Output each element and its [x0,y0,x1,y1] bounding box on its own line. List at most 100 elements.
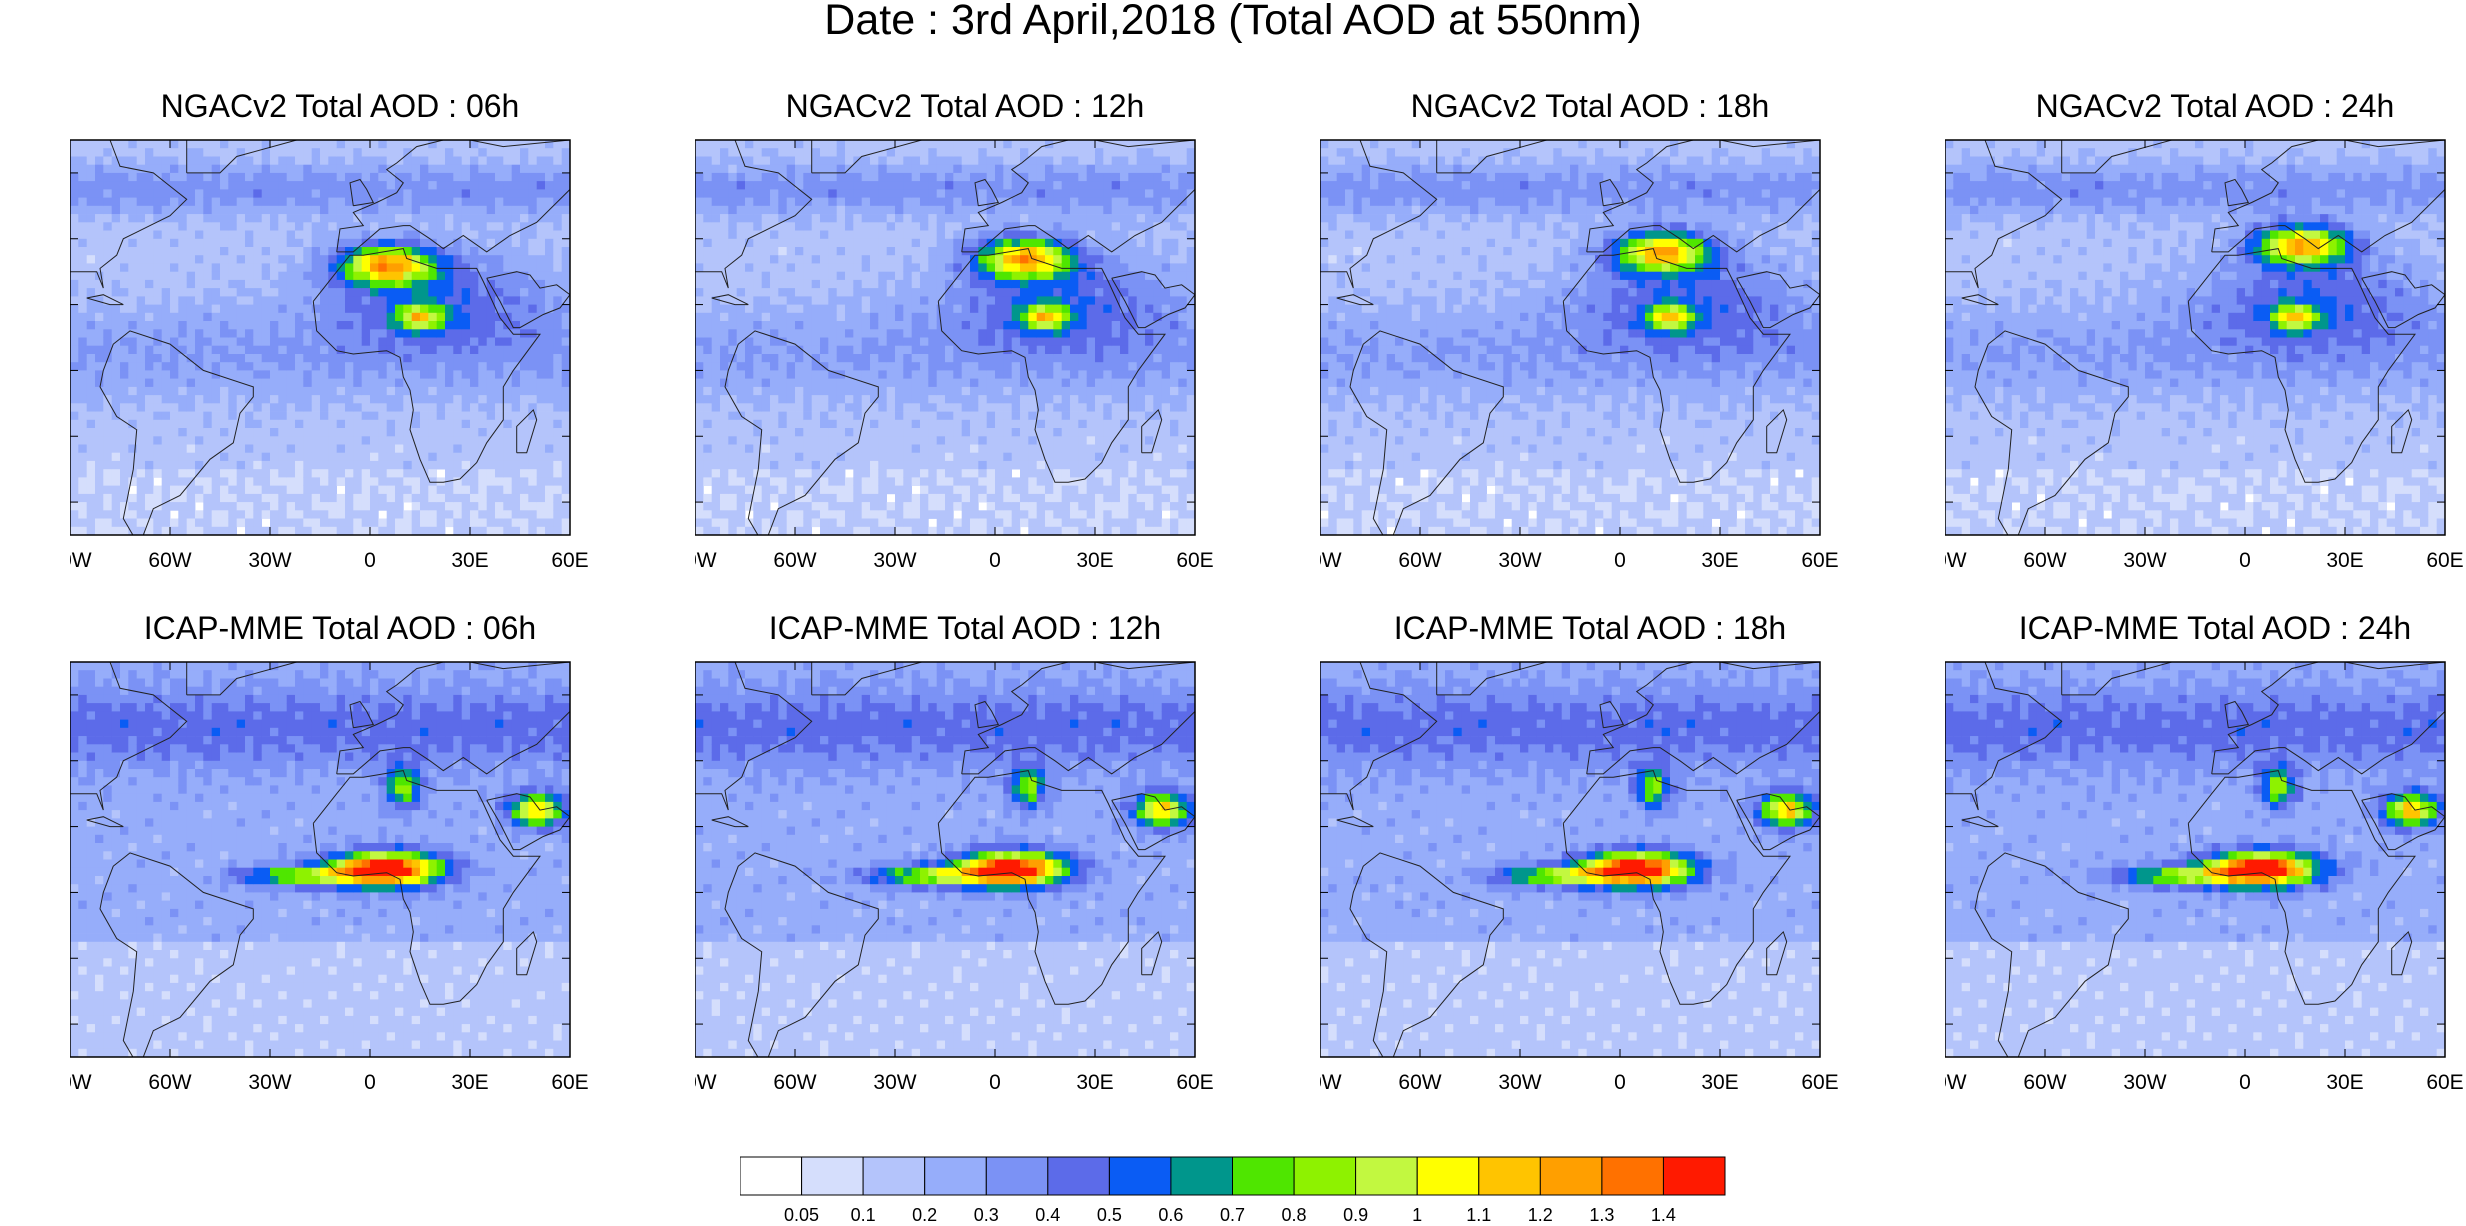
lon-tick-label: 30E [451,1071,488,1094]
colorbar-swatch [1417,1157,1479,1195]
colorbar-swatch [1233,1157,1295,1195]
colorbar-label: 1.2 [1510,1205,1570,1226]
colorbar-label: 0.2 [895,1205,955,1226]
lon-tick-label: 30E [1076,1071,1113,1094]
map-panel: NGACv2 Total AOD : 24h90W60W30W030E60E60… [1945,88,2466,588]
colorbar-label: 0.3 [956,1205,1016,1226]
lon-tick-label: 90W [1945,1071,1967,1094]
lon-tick-label: 30E [1701,549,1738,572]
colorbar-label: 0.5 [1079,1205,1139,1226]
colorbar-swatch [1048,1157,1110,1195]
aod-field [695,140,1195,535]
lon-tick-label: 30W [248,549,291,572]
colorbar-label: 1.1 [1449,1205,1509,1226]
lon-tick-label: 60W [1398,549,1441,572]
map-panel: ICAP-MME Total AOD : 18h90W60W30W030E60E… [1320,610,1950,1110]
lon-tick-label: 30W [1498,549,1541,572]
aod-field [1945,140,2445,535]
map-panel: ICAP-MME Total AOD : 24h90W60W30W030E60E… [1945,610,2466,1110]
colorbar-label: 1.3 [1572,1205,1632,1226]
map-panel: NGACv2 Total AOD : 18h90W60W30W030E60E60… [1320,88,1950,588]
lon-tick-label: 90W [695,1071,717,1094]
lon-tick-label: 90W [695,549,717,572]
lon-tick-label: 60W [2023,549,2066,572]
aod-field [1320,662,1820,1057]
lon-tick-label: 60W [1398,1071,1441,1094]
colorbar-label: 0.1 [833,1205,893,1226]
lon-tick-label: 60W [2023,1071,2066,1094]
colorbar-label: 0.8 [1264,1205,1324,1226]
lon-tick-label: 30E [2326,1071,2363,1094]
colorbar-label: 0.9 [1326,1205,1386,1226]
colorbar-label: 0.4 [1018,1205,1078,1226]
figure-title: Date : 3rd April,2018 (Total AOD at 550n… [0,0,2466,42]
lon-tick-label: 0 [364,549,376,572]
lon-tick-label: 90W [1945,549,1967,572]
lon-tick-label: 60E [1801,1071,1838,1094]
lon-tick-label: 60W [148,1071,191,1094]
colorbar-swatch [740,1157,802,1195]
colorbar-swatch [1479,1157,1541,1195]
lon-tick-label: 90W [1320,1071,1342,1094]
aod-field [1945,662,2445,1057]
lon-tick-label: 30E [451,549,488,572]
aod-map: 90W60W30W030E60E60N40N20N020S40S [70,610,650,1120]
lon-tick-label: 30E [1076,549,1113,572]
lon-tick-label: 60E [2426,549,2463,572]
lon-tick-label: 30E [1701,1071,1738,1094]
lon-tick-label: 0 [2239,1071,2251,1094]
colorbar [740,1155,1740,1203]
aod-map: 90W60W30W030E60E60N40N20N020S40S [1945,88,2466,598]
colorbar-swatch [925,1157,987,1195]
lon-tick-label: 0 [1614,549,1626,572]
colorbar-swatch [986,1157,1048,1195]
lon-tick-label: 0 [989,549,1001,572]
colorbar-swatch [1356,1157,1418,1195]
lon-tick-label: 30W [1498,1071,1541,1094]
lon-tick-label: 0 [2239,549,2251,572]
colorbar-label: 0.7 [1203,1205,1263,1226]
lon-tick-label: 30W [873,1071,916,1094]
lon-tick-label: 0 [1614,1071,1626,1094]
aod-map: 90W60W30W030E60E60N40N20N020S40S [1320,88,1900,598]
lon-tick-label: 30W [2123,1071,2166,1094]
lon-tick-label: 30W [2123,549,2166,572]
aod-field [70,140,570,535]
lon-tick-label: 60W [773,549,816,572]
colorbar-label: 0.6 [1141,1205,1201,1226]
aod-map: 90W60W30W030E60E60N40N20N020S40S [695,610,1275,1120]
lon-tick-label: 60E [1176,1071,1213,1094]
lon-tick-label: 90W [70,1071,92,1094]
aod-map: 90W60W30W030E60E60N40N20N020S40S [695,88,1275,598]
colorbar-label: 0.05 [772,1205,832,1226]
lon-tick-label: 60E [1801,549,1838,572]
lon-tick-label: 60W [148,549,191,572]
lon-tick-label: 60E [1176,549,1213,572]
colorbar-swatch [1171,1157,1233,1195]
aod-field [695,662,1195,1057]
map-panel: NGACv2 Total AOD : 06h90W60W30W030E60E60… [70,88,700,588]
aod-map: 90W60W30W030E60E60N40N20N020S40S [1945,610,2466,1120]
lon-tick-label: 0 [364,1071,376,1094]
map-panel: ICAP-MME Total AOD : 06h90W60W30W030E60E… [70,610,700,1110]
lon-tick-label: 60E [551,1071,588,1094]
aod-field [70,662,570,1057]
lon-tick-label: 90W [70,549,92,572]
lon-tick-label: 0 [989,1071,1001,1094]
map-panel: ICAP-MME Total AOD : 12h90W60W30W030E60E… [695,610,1325,1110]
colorbar-swatch [802,1157,864,1195]
aod-field [1320,140,1820,535]
colorbar-label: 1.4 [1633,1205,1693,1226]
lon-tick-label: 60W [773,1071,816,1094]
colorbar-swatch [1294,1157,1356,1195]
aod-map: 90W60W30W030E60E60N40N20N020S40S [70,88,650,598]
map-panel: NGACv2 Total AOD : 12h90W60W30W030E60E60… [695,88,1325,588]
lon-tick-label: 30W [873,549,916,572]
lon-tick-label: 90W [1320,549,1342,572]
colorbar-swatch [1109,1157,1171,1195]
colorbar-label: 1 [1387,1205,1447,1226]
aod-map: 90W60W30W030E60E60N40N20N020S40S [1320,610,1900,1120]
lon-tick-label: 30W [248,1071,291,1094]
lon-tick-label: 30E [2326,549,2363,572]
lon-tick-label: 60E [2426,1071,2463,1094]
